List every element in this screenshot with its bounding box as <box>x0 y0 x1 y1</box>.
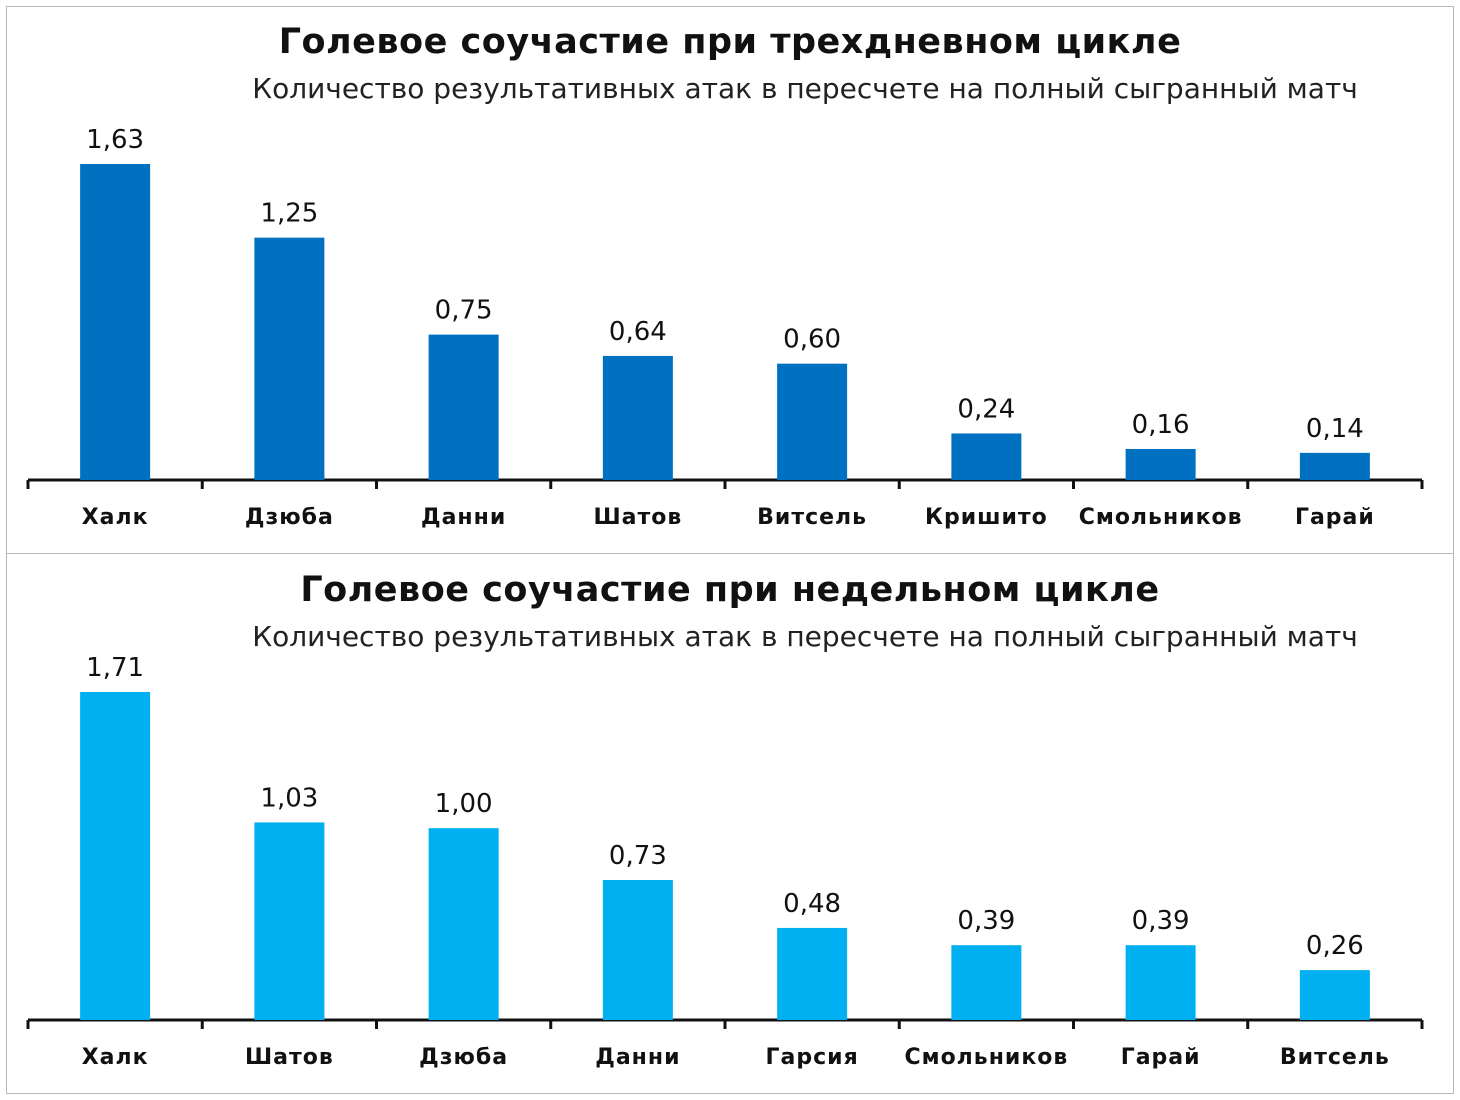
category-label: Дзюба <box>419 1045 508 1070</box>
bar <box>254 822 325 1020</box>
category-label: Шатов <box>245 1045 334 1070</box>
bar <box>80 692 151 1020</box>
chart-title-three-day: Голевое соучастие при трехдневном цикле <box>278 22 1182 62</box>
category-label: Данни <box>595 1045 680 1070</box>
bar <box>951 433 1022 480</box>
data-label: 0,48 <box>783 889 841 919</box>
data-label: 0,14 <box>1306 414 1364 444</box>
bar <box>777 363 848 480</box>
category-label: Шатов <box>593 505 682 530</box>
data-label: 0,64 <box>609 317 667 347</box>
bar <box>951 945 1022 1020</box>
bar <box>602 355 673 480</box>
category-label: Халк <box>82 505 149 530</box>
chart-panel-three-day <box>6 6 1454 554</box>
data-label: 1,25 <box>260 199 318 229</box>
bar <box>80 164 151 480</box>
bar <box>1125 945 1196 1020</box>
data-label: 0,39 <box>957 906 1015 936</box>
data-label: 1,63 <box>86 125 144 155</box>
chart-subtitle-weekly: Количество результативных атак в пересче… <box>252 620 1358 653</box>
data-label: 0,60 <box>783 325 841 355</box>
category-label: Данни <box>421 505 506 530</box>
chart-subtitle-three-day: Количество результативных атак в пересче… <box>252 72 1358 105</box>
data-label: 0,24 <box>957 394 1015 424</box>
data-label: 1,03 <box>260 783 318 813</box>
category-label: Дзюба <box>245 505 334 530</box>
bar <box>1299 452 1370 480</box>
data-label: 0,16 <box>1132 410 1190 440</box>
chart-title-weekly: Голевое соучастие при недельном цикле <box>300 570 1160 610</box>
data-label: 0,73 <box>609 841 667 871</box>
bar <box>428 828 499 1020</box>
data-label: 0,75 <box>435 296 493 326</box>
bar <box>254 237 325 480</box>
category-label: Витсель <box>757 505 867 530</box>
bar <box>428 334 499 480</box>
bar <box>1125 448 1196 480</box>
category-label: Гарсия <box>766 1045 859 1070</box>
bar <box>777 927 848 1020</box>
category-label: Смольников <box>904 1045 1068 1070</box>
category-label: Халк <box>82 1045 149 1070</box>
data-label: 1,71 <box>86 653 144 683</box>
category-label: Смольников <box>1079 505 1243 530</box>
data-label: 0,39 <box>1132 906 1190 936</box>
data-label: 0,26 <box>1306 931 1364 961</box>
data-label: 1,00 <box>435 789 493 819</box>
category-label: Кришито <box>925 505 1048 530</box>
bar <box>1299 970 1370 1020</box>
bar <box>602 879 673 1020</box>
chart-panel-weekly <box>6 553 1454 1094</box>
category-label: Витсель <box>1280 1045 1390 1070</box>
category-label: Гарай <box>1295 505 1375 530</box>
category-label: Гарай <box>1121 1045 1201 1070</box>
